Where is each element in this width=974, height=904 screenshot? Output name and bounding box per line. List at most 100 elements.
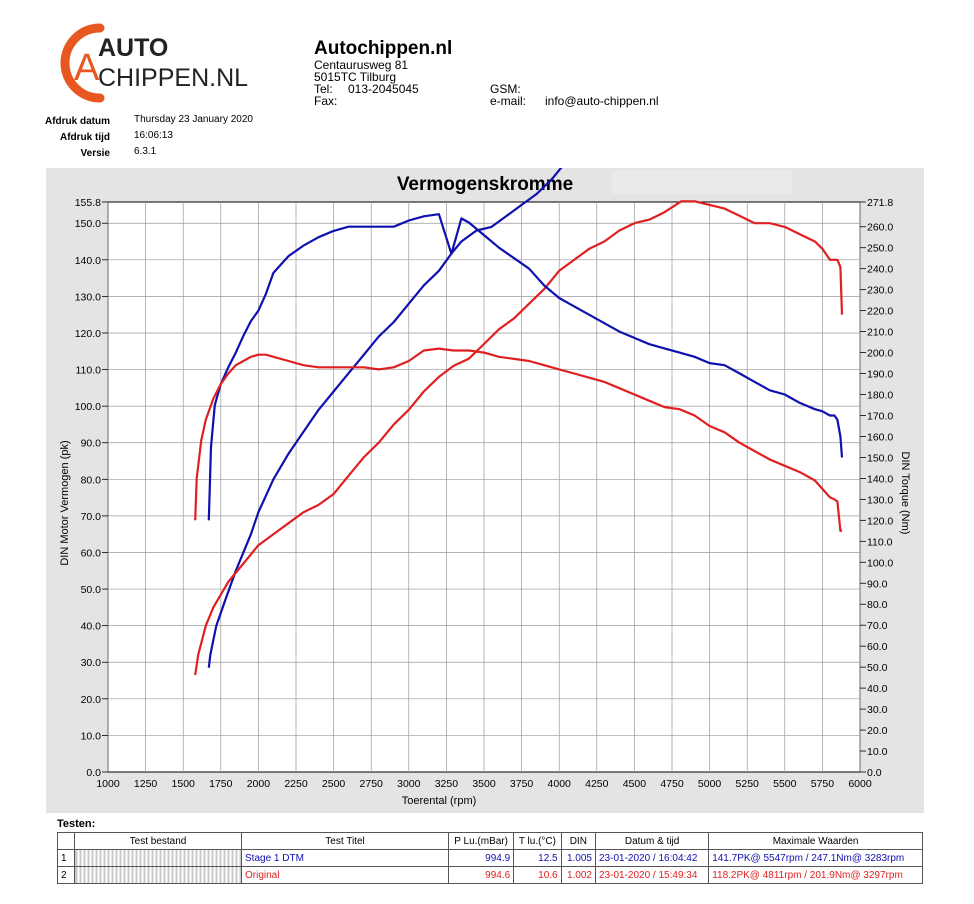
y2-tick-label: 100.0 [867, 557, 893, 569]
y-tick-label: 120.0 [75, 328, 101, 340]
y2-tick-label: 30.0 [867, 704, 888, 716]
tests-header-row: Test bestand Test Titel P Lu.(mBar) T lu… [57, 832, 923, 850]
company-email-label: e-mail: [490, 94, 527, 108]
table-row[interactable]: 2 Original 994.6 10.6 1.002 23-01-2020 /… [57, 866, 923, 884]
y-tick-label: 155.8 [75, 197, 101, 209]
y2-tick-label: 50.0 [867, 662, 888, 674]
x-tick-label: 1750 [209, 778, 233, 790]
company-email: info@auto-chippen.nl [545, 94, 659, 108]
x-tick-label: 5750 [811, 778, 835, 790]
y-tick-label: 30.0 [81, 657, 102, 669]
version-label: Versie [80, 148, 110, 159]
y-tick-label: 110.0 [76, 365, 102, 377]
y-tick-label: 20.0 [81, 694, 102, 706]
tests-heading: Testen: [57, 818, 96, 830]
y2-tick-label: 60.0 [867, 641, 888, 653]
logo-line1: AUTO [98, 34, 168, 62]
x-tick-label: 2250 [284, 778, 308, 790]
y2-tick-label: 210.0 [867, 327, 893, 339]
col-din: DIN [560, 832, 597, 850]
y2-tick-label: 120.0 [867, 515, 893, 527]
y2-tick-label: 150.0 [867, 452, 893, 464]
table-row[interactable]: 1 Stage 1 DTM 994.9 12.5 1.005 23-01-202… [57, 849, 923, 867]
y2-ticks: 0.0 10.0 20.0 30.0 40.0 50.0 60.0 70.0 80.0 90.0 1… [860, 197, 893, 779]
print-date-label: Afdruk datum [45, 116, 110, 127]
y2-tick-label: 130.0 [867, 494, 893, 506]
y-tick-label: 50.0 [81, 584, 102, 596]
y-tick-label: 130.0 [75, 291, 101, 303]
print-time-label: Afdruk tijd [60, 132, 110, 143]
x-tick-label: 1250 [134, 778, 158, 790]
title-highlight [612, 170, 792, 194]
x-tick-label: 5250 [736, 778, 760, 790]
y2-tick-label: 220.0 [867, 306, 893, 318]
x-tick-label: 2750 [360, 778, 384, 790]
company-tel-label: Tel: [314, 82, 333, 96]
power-chart-panel: Vermogenskromme 1000 1250 1500 1750 2000 2250… [46, 168, 924, 813]
test-pressure: 994.9 [447, 849, 515, 867]
logo-letter: A [74, 47, 100, 89]
y-tick-label: 40.0 [81, 621, 102, 633]
company-street: Centaurusweg 81 [314, 58, 409, 72]
logo-line2: CHIPPEN.NL [98, 64, 248, 92]
y2-tick-label: 200.0 [867, 348, 893, 360]
test-datetime: 23-01-2020 / 16:04:42 [594, 849, 710, 867]
y2-tick-label: 0.0 [867, 767, 882, 779]
col-test-file: Test bestand [74, 832, 242, 850]
x-tick-label: 3750 [510, 778, 534, 790]
test-title: Original [241, 866, 449, 884]
stage1-power-line [207, 168, 563, 668]
test-temp: 12.5 [513, 849, 562, 867]
y2-tick-label: 40.0 [867, 683, 888, 695]
y-tick-label: 80.0 [81, 474, 102, 486]
test-pressure: 994.6 [447, 866, 515, 884]
y2-tick-label: 190.0 [867, 369, 893, 381]
y-ticks: 0.0 10.0 20.0 30.0 40.0 50.0 60.0 70.0 80.0 90.0 1… [75, 197, 108, 779]
x-tick-label: 4250 [585, 778, 609, 790]
y-tick-label: 140.0 [75, 255, 101, 267]
print-date: Thursday 23 January 2020 [134, 114, 253, 125]
x-tick-label: 2000 [247, 778, 271, 790]
test-max-values: 118.2PK@ 4811rpm / 201.9Nm@ 3297rpm [708, 866, 923, 884]
company-gsm-label: GSM: [490, 82, 521, 96]
col-pressure: P Lu.(mBar) [447, 832, 515, 850]
version: 6.3.1 [134, 146, 157, 157]
x-tick-label: 3500 [472, 778, 496, 790]
y-tick-label: 0.0 [86, 767, 101, 779]
x-tick-label: 4500 [623, 778, 647, 790]
col-datetime: Datum & tijd [594, 832, 710, 850]
test-datetime: 23-01-2020 / 15:49:34 [594, 866, 710, 884]
x-tick-label: 1000 [96, 778, 120, 790]
x-tick-label: 4000 [548, 778, 572, 790]
stage1-torque-line [207, 213, 844, 521]
series-lines [194, 168, 844, 676]
grid-lines [107, 202, 861, 772]
test-max-values: 141.7PK@ 5547rpm / 247.1Nm@ 3283rpm [708, 849, 923, 867]
y-tick-label: 60.0 [81, 547, 102, 559]
y2-tick-label: 110.0 [867, 536, 893, 548]
x-tick-label: 3250 [435, 778, 459, 790]
test-temp: 10.6 [513, 866, 562, 884]
y2-axis-label: DIN Torque (Nm) [899, 452, 911, 535]
test-file-redacted [74, 849, 242, 867]
company-fax-label: Fax: [314, 94, 338, 108]
row-number: 1 [57, 849, 75, 867]
print-time: 16:06:13 [134, 130, 173, 141]
row-number: 2 [57, 866, 75, 884]
y2-tick-label: 250.0 [867, 243, 893, 255]
y2-tick-label: 260.0 [867, 222, 893, 234]
y2-tick-label: 20.0 [867, 725, 888, 737]
company-name: Autochippen.nl [314, 38, 453, 59]
y2-tick-label: 271.8 [867, 197, 893, 209]
x-tick-label: 5500 [773, 778, 797, 790]
x-ticks: 1000 1250 1500 1750 2000 2250 2500 2750 3000 3250… [96, 778, 872, 790]
y-axis-label: DIN Motor Vermogen (pk) [59, 440, 71, 565]
y-tick-label: 100.0 [75, 401, 101, 413]
company-tel: 013-2045045 [348, 82, 419, 96]
y2-tick-label: 140.0 [867, 473, 893, 485]
original-torque-line [194, 347, 842, 532]
x-tick-label: 6000 [848, 778, 872, 790]
x-tick-label: 3000 [397, 778, 421, 790]
x-axis-label: Toerental (rpm) [402, 795, 477, 807]
y2-tick-label: 90.0 [867, 578, 888, 590]
